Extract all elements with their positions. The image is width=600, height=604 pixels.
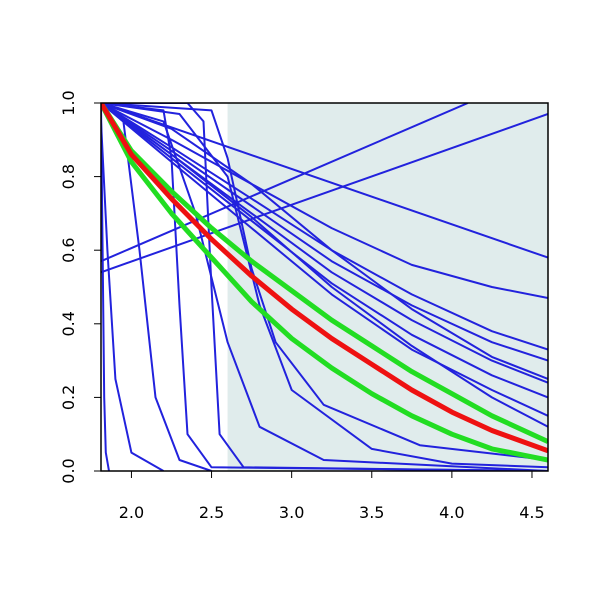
curve: [101, 103, 548, 471]
y-tick-label: 0.6: [59, 237, 78, 262]
curve: [101, 103, 548, 461]
curve: [101, 103, 469, 263]
curve: [101, 103, 548, 259]
y-tick-label: 0.4: [59, 311, 78, 336]
curve: [101, 103, 548, 454]
y-tick-label: 1.0: [59, 90, 78, 115]
y-tick-label: 0.0: [59, 458, 78, 483]
curve: [101, 103, 212, 471]
curve: [101, 103, 548, 463]
y-tick-label: 0.8: [59, 164, 78, 189]
curve: [101, 103, 548, 444]
curve: [101, 103, 548, 362]
x-tick-label: 3.5: [359, 503, 384, 522]
curve: [101, 103, 548, 299]
curve: [101, 103, 548, 469]
curve: [101, 103, 548, 380]
curve: [101, 103, 548, 471]
x-tick-label: 2.0: [119, 503, 144, 522]
shaded-region: [227, 103, 548, 471]
plot-frame: [100, 102, 549, 472]
x-tick-label: 3.0: [279, 503, 304, 522]
curve: [101, 121, 164, 471]
y-tick-label: 0.2: [59, 385, 78, 410]
x-tick-label: 4.0: [439, 503, 464, 522]
x-tick-label: 2.5: [199, 503, 224, 522]
curve: [101, 103, 110, 471]
x-tick-label: 4.5: [519, 503, 544, 522]
